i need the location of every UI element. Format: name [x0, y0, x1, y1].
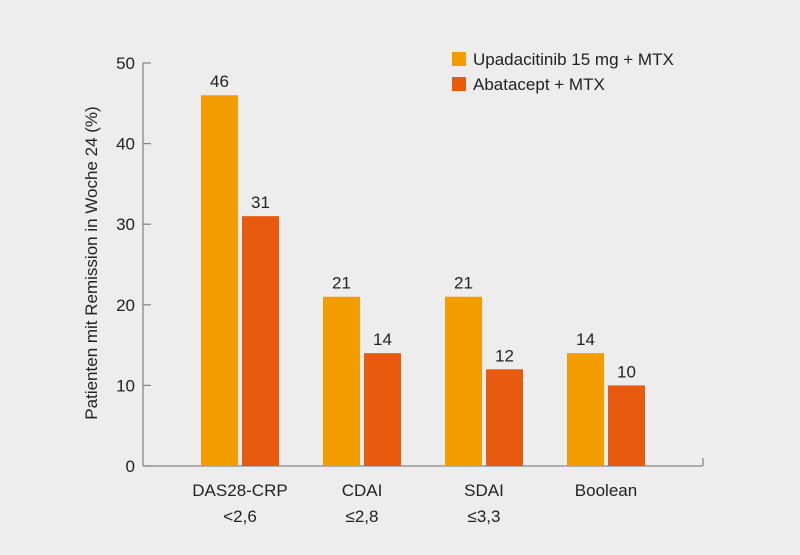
bar-value-label: 31 [251, 193, 270, 212]
bars [201, 95, 645, 467]
bar [567, 353, 604, 466]
bar [242, 216, 279, 466]
bar [201, 95, 238, 467]
y-axis-label: Patienten mit Remission in Woche 24 (%) [82, 106, 101, 419]
legend-swatch [452, 77, 466, 91]
x-tick-label: SDAI [464, 481, 504, 500]
bar [323, 296, 360, 466]
bar [364, 353, 401, 466]
y-tick-label: 50 [116, 54, 135, 73]
y-tick-label: 40 [116, 135, 135, 154]
bar-value-label: 21 [454, 274, 473, 293]
bar [445, 296, 482, 466]
bar-value-label: 14 [576, 330, 595, 349]
y-tick-label: 0 [126, 457, 135, 476]
bar-value-label: 10 [617, 362, 636, 381]
x-tick-label: DAS28-CRP [192, 481, 287, 500]
labels: 46 31 DAS28-CRP <2,6 21 14 CDAI ≤2,8 21 12 SDAI ≤3,… [192, 72, 637, 526]
legend: Upadacitinib 15 mg + MTX Abatacept + MTX [452, 50, 674, 94]
x-tick-label: ≤2,8 [346, 507, 379, 526]
bar-value-label: 12 [495, 346, 514, 365]
bar-value-label: 21 [332, 274, 351, 293]
bar-value-label: 46 [210, 72, 229, 91]
y-tick-label: 10 [116, 376, 135, 395]
y-tick-label: 30 [116, 215, 135, 234]
x-tick-label: Boolean [575, 481, 637, 500]
x-tick-label: CDAI [342, 481, 383, 500]
legend-label: Abatacept + MTX [473, 75, 605, 94]
legend-label: Upadacitinib 15 mg + MTX [473, 50, 674, 69]
bar-value-label: 14 [373, 330, 392, 349]
x-tick-label: <2,6 [223, 507, 257, 526]
y-tick-label: 20 [116, 296, 135, 315]
legend-swatch [452, 52, 466, 66]
bar [486, 369, 523, 466]
bar [608, 385, 645, 466]
x-tick-label: ≤3,3 [468, 507, 501, 526]
